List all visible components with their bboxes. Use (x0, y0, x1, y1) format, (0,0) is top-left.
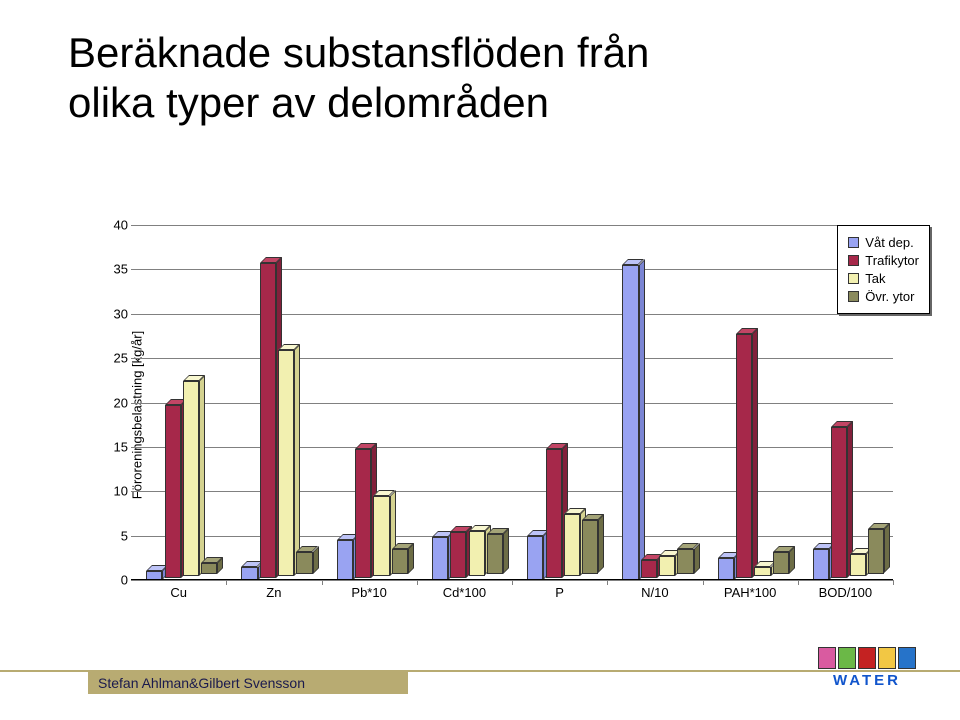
y-tick-label: 5 (100, 528, 128, 543)
x-category-label: P (512, 585, 607, 600)
bar (337, 540, 353, 580)
legend-swatch (848, 237, 859, 248)
logo-squares (818, 647, 916, 669)
bar (260, 263, 276, 578)
bar (641, 560, 657, 578)
x-category-label: Cu (131, 585, 226, 600)
footer-text: Stefan Ahlman&Gilbert Svensson (98, 675, 305, 691)
bar (392, 549, 408, 574)
x-category-label: Cd*100 (417, 585, 512, 600)
y-axis: 0510152025303540 (103, 225, 131, 580)
bar (677, 549, 693, 574)
x-category-label: PAH*100 (703, 585, 798, 600)
bar (450, 532, 466, 578)
bar (754, 567, 770, 576)
y-tick-label: 10 (100, 484, 128, 499)
bar (773, 552, 789, 574)
logo-square (898, 647, 916, 669)
bar (813, 549, 829, 580)
bar (564, 514, 580, 576)
bar (241, 567, 257, 580)
logo: WATER (802, 647, 932, 702)
legend-item: Våt dep. (848, 235, 919, 250)
x-category-label: Pb*10 (322, 585, 417, 600)
bar (183, 381, 199, 576)
legend-item: Övr. ytor (848, 289, 919, 304)
logo-water-text: WATER (833, 672, 901, 689)
bar (165, 405, 181, 578)
legend-label: Övr. ytor (865, 289, 914, 304)
bar (831, 427, 847, 578)
bar (622, 265, 638, 580)
y-tick-label: 25 (100, 351, 128, 366)
y-tick-label: 35 (100, 262, 128, 277)
logo-square (818, 647, 836, 669)
y-tick-label: 40 (100, 218, 128, 233)
bar (736, 334, 752, 578)
chart-container: Föroreningsbelastning [kg/år] 0510152025… (68, 225, 893, 605)
logo-square (838, 647, 856, 669)
legend-item: Tak (848, 271, 919, 286)
bar (201, 563, 217, 574)
bar (278, 350, 294, 576)
x-category-label: Zn (226, 585, 321, 600)
plot-area (131, 225, 893, 580)
legend-label: Våt dep. (865, 235, 913, 250)
legend-label: Trafikytor (865, 253, 919, 268)
bar (850, 554, 866, 576)
bar (527, 536, 543, 580)
legend-label: Tak (865, 271, 885, 286)
bar (659, 556, 675, 576)
legend: Våt dep. Trafikytor Tak Övr. ytor (837, 225, 930, 314)
y-tick-label: 0 (100, 573, 128, 588)
legend-item: Trafikytor (848, 253, 919, 268)
bar (487, 534, 503, 574)
bar (718, 558, 734, 580)
y-tick-label: 30 (100, 306, 128, 321)
bar (546, 449, 562, 578)
logo-square (878, 647, 896, 669)
bar (582, 520, 598, 573)
bar (296, 552, 312, 574)
legend-swatch (848, 291, 859, 302)
logo-square (858, 647, 876, 669)
bar (868, 529, 884, 573)
category-tick (893, 580, 894, 585)
y-tick-label: 20 (100, 395, 128, 410)
bar (373, 496, 389, 576)
bar (432, 537, 448, 580)
footer-bar: Stefan Ahlman&Gilbert Svensson (88, 672, 408, 694)
x-category-label: N/10 (607, 585, 702, 600)
legend-swatch (848, 273, 859, 284)
y-tick-label: 15 (100, 439, 128, 454)
bar (469, 531, 485, 575)
logo-text-water: WATER (833, 672, 901, 689)
slide: Beräknade substansflöden från olika type… (0, 0, 960, 720)
page-title: Beräknade substansflöden från olika type… (68, 28, 890, 129)
legend-swatch (848, 255, 859, 266)
bar (355, 449, 371, 578)
title-line-1: Beräknade substansflöden från (68, 29, 649, 76)
x-category-label: BOD/100 (798, 585, 893, 600)
title-line-2: olika typer av delområden (68, 79, 549, 126)
x-labels: CuZnPb*10Cd*100PN/10PAH*100BOD/100 (131, 580, 893, 605)
